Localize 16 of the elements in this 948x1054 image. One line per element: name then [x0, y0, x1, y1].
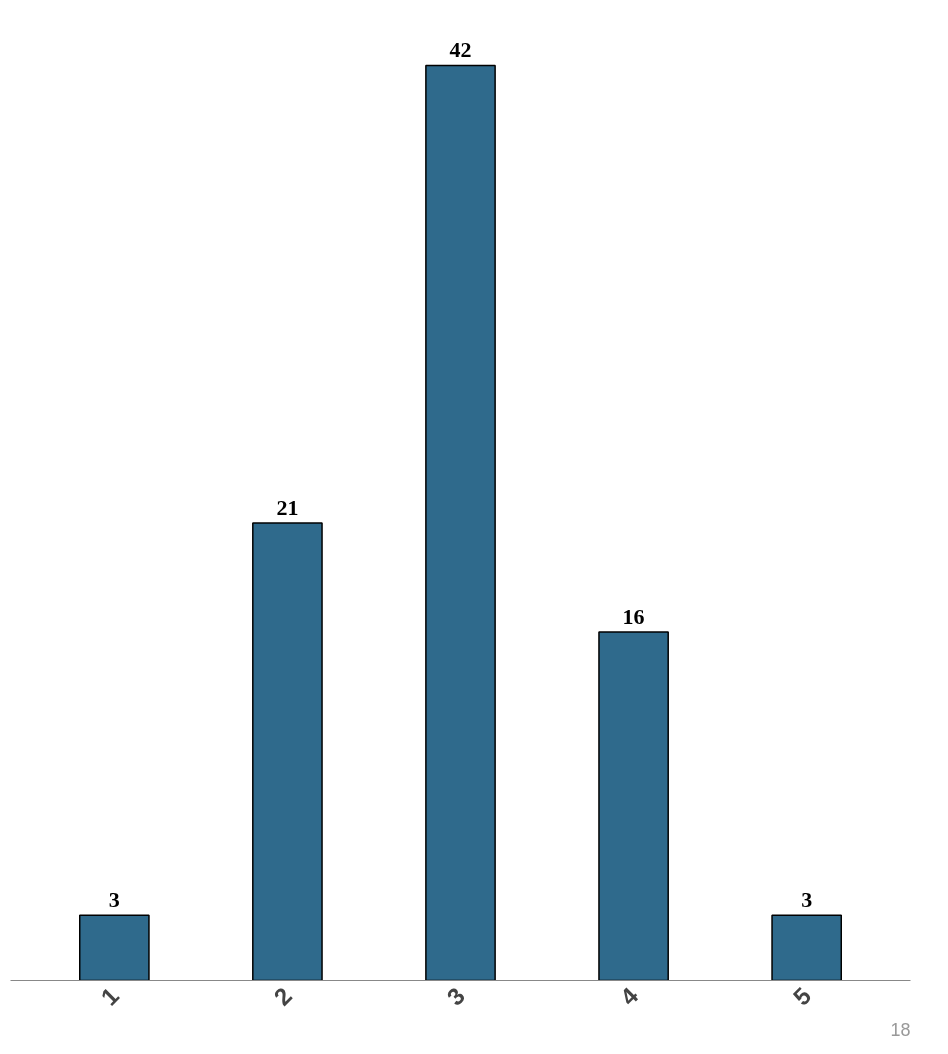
data-label: 3 [801, 887, 813, 913]
text: 18 [890, 1019, 911, 1040]
bar [78, 914, 150, 981]
data-label: 16 [622, 603, 645, 629]
data-label: 42 [449, 37, 472, 63]
data-label: 21 [276, 494, 299, 520]
x-tick-label: 3 [441, 981, 471, 1011]
bar [425, 64, 496, 981]
data-label: 3 [108, 887, 120, 913]
x-tick-label: 2 [268, 981, 297, 1011]
bar [598, 631, 669, 981]
bar [771, 914, 843, 981]
x-tick-label: 5 [787, 981, 817, 1011]
x-tick-label: 1 [95, 981, 124, 1011]
x-tick-label: 4 [614, 981, 644, 1011]
bar [252, 522, 323, 981]
